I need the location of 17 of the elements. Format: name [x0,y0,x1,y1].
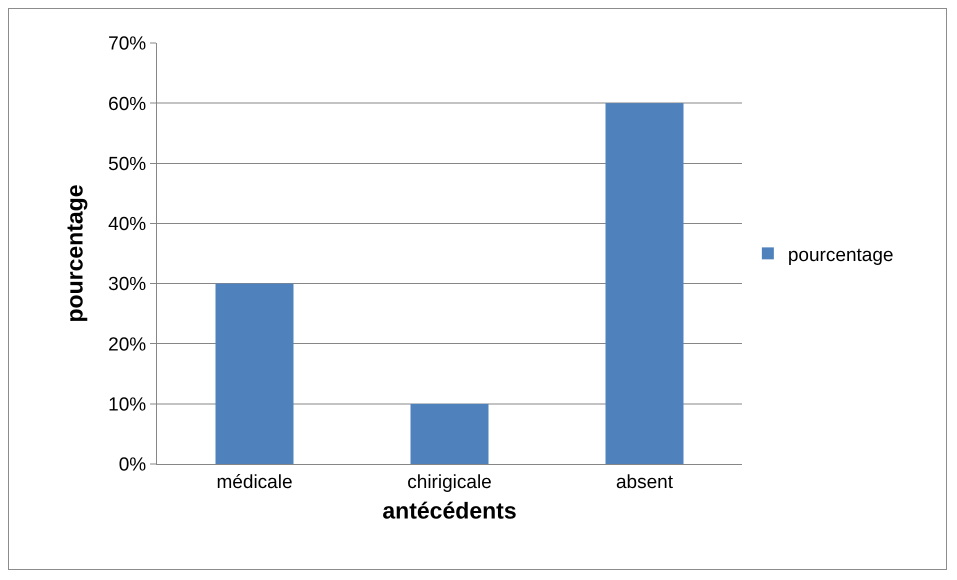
x-tick-label: médicale [216,472,293,493]
y-axis-title: pourcentage [62,184,88,323]
y-tick-label: 20% [108,334,146,356]
y-tick-label: 60% [108,94,146,115]
x-tick-label: chirigicale [407,472,492,493]
y-tick-label: 0% [118,454,146,476]
y-tick-label: 10% [108,394,146,416]
x-tick-label: absent [616,472,674,493]
bar [410,404,488,464]
bar [216,284,294,464]
y-tick-label: 40% [108,214,146,236]
legend-label: pourcentage [788,244,894,266]
x-axis-title: antécédents [382,497,517,524]
y-tick-label: 50% [108,154,146,175]
y-tick-label: 30% [108,274,146,296]
bar [606,103,684,464]
y-tick-label: 70% [108,34,146,55]
